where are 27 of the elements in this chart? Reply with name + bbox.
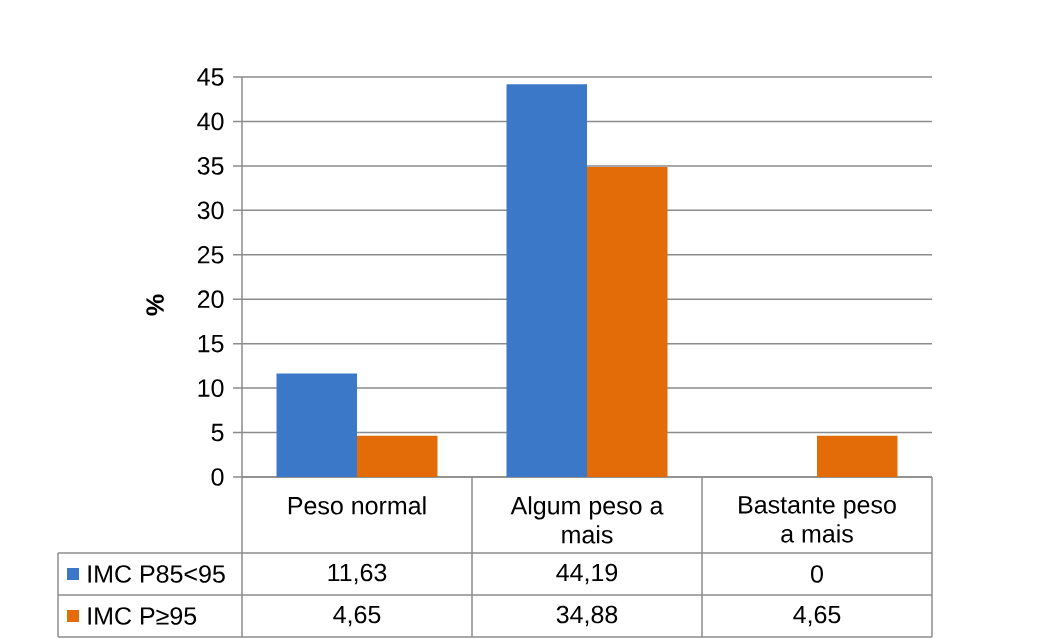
bar <box>587 166 668 477</box>
y-tick-label: 40 <box>197 112 224 131</box>
y-tick-label: 10 <box>198 379 224 397</box>
y-axis-title: % <box>146 294 164 316</box>
bar <box>817 435 898 477</box>
bar <box>276 373 358 477</box>
bar <box>506 84 587 477</box>
data-label: 44,19 <box>556 563 618 585</box>
x-tick-label: Peso normal <box>288 496 426 515</box>
y-tick-label: 15 <box>198 334 224 353</box>
y-tick-label: 35 <box>197 157 224 175</box>
bar <box>357 435 438 477</box>
data-label: 4,65 <box>793 605 841 627</box>
data-label: 4,65 <box>333 605 381 627</box>
y-tick-label: 30 <box>197 201 224 220</box>
x-tick-label: Bastante peso a mais <box>739 496 896 543</box>
y-tick-label: 45 <box>197 68 224 86</box>
y-tick-label: 20 <box>197 290 224 309</box>
y-tick-label: 0 <box>211 468 224 486</box>
y-tick-label: 25 <box>197 245 224 264</box>
data-label: 11,63 <box>328 563 387 585</box>
y-tick-label: 5 <box>211 423 224 442</box>
x-tick-label: Algum peso a mais <box>510 496 664 544</box>
legend-label: IMC P≥95 <box>88 607 197 625</box>
legend-label: IMC P85<95 <box>88 565 225 583</box>
data-label: 0 <box>811 565 823 583</box>
data-label: 34,88 <box>556 605 618 627</box>
